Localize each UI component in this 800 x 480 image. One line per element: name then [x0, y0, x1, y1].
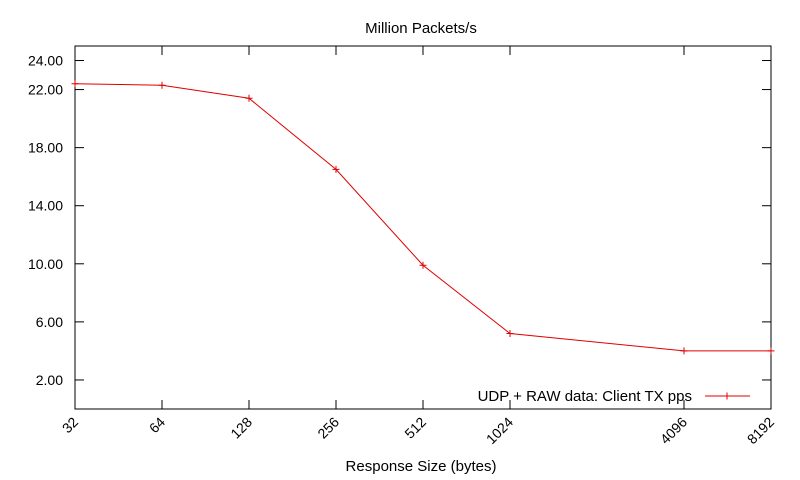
chart-title: Million Packets/s	[365, 20, 477, 37]
y-tick-label: 6.00	[36, 314, 63, 330]
legend: UDP + RAW data: Client TX pps	[478, 388, 750, 405]
x-axis: 32 64 128 256 512 1024 4096 8192	[59, 46, 777, 447]
y-tick-label: 2.00	[36, 372, 63, 388]
y-tick-label: 14.00	[28, 198, 63, 214]
data-point-marker	[419, 261, 427, 269]
y-tick-label: 10.00	[28, 256, 63, 272]
x-tick-label: 8192	[744, 414, 777, 447]
x-axis-label: Response Size (bytes)	[346, 458, 497, 475]
legend-label: UDP + RAW data: Client TX pps	[478, 388, 692, 405]
data-point-marker	[506, 329, 514, 337]
x-tick-label: 128	[227, 414, 255, 442]
y-tick-label: 22.00	[28, 82, 63, 98]
plot-frame	[74, 45, 772, 410]
y-tick-label: 24.00	[28, 53, 63, 69]
x-tick-label: 4096	[657, 414, 690, 447]
x-tick-label: 256	[314, 414, 342, 442]
data-point-marker	[71, 80, 79, 88]
legend-marker	[723, 392, 731, 400]
y-tick-label: 18.00	[28, 140, 63, 156]
data-point-marker	[332, 165, 340, 173]
y-axis: 2.00 6.00 10.00 14.00 18.00 22.00 24.00	[28, 53, 771, 388]
x-tick-label: 32	[59, 414, 81, 436]
data-point-marker	[245, 94, 253, 102]
series-line	[74, 83, 771, 352]
data-point-marker	[767, 347, 775, 355]
data-point-marker	[158, 81, 166, 89]
series-layer	[71, 80, 775, 355]
x-tick-label: 64	[146, 414, 168, 436]
x-tick-label: 512	[401, 414, 429, 442]
x-tick-label: 1024	[483, 414, 516, 447]
data-point-marker	[680, 347, 688, 355]
